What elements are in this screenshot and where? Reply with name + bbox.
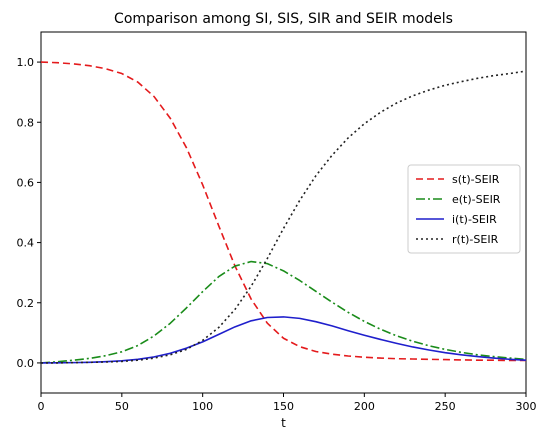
legend-box [407, 164, 521, 254]
series-line-4 [41, 70, 527, 364]
y-tick-label: 0.4 [17, 237, 35, 250]
x-tick-label: 300 [516, 400, 537, 413]
series-layer [40, 61, 527, 364]
legend-entry-3: i(t)-SEIR [452, 213, 497, 226]
x-tick-label: 0 [38, 400, 45, 413]
x-tick-label: 250 [435, 400, 456, 413]
y-axis: 0.0 0.2 0.4 0.6 0.8 1.0 [17, 56, 41, 370]
y-tick-label: 0.0 [17, 357, 35, 370]
chart-title: Comparison among SI, SIS, SIR and SEIR m… [114, 11, 453, 27]
legend-entry-1: s(t)-SEIR [452, 173, 500, 186]
y-tick-label: 0.8 [17, 116, 35, 129]
legend-entry-2: e(t)-SEIR [452, 193, 501, 206]
y-tick-label: 0.2 [17, 297, 35, 310]
series-line-2 [40, 260, 527, 364]
y-tick-label: 1.0 [17, 56, 35, 69]
x-axis: 0 50 100 150 200 250 300 [38, 393, 537, 413]
legend: s(t)-SEIR e(t)-SEIR i(t)-SEIR r(t)-SEIR [407, 164, 521, 254]
series-line-1 [40, 61, 526, 362]
x-tick-label: 150 [273, 400, 294, 413]
legend-entry-4: r(t)-SEIR [452, 233, 499, 246]
y-tick-label: 0.6 [17, 176, 35, 189]
x-tick-label: 50 [115, 400, 129, 413]
x-tick-label: 100 [192, 400, 213, 413]
x-axis-label: t [281, 416, 286, 430]
x-tick-label: 200 [354, 400, 375, 413]
